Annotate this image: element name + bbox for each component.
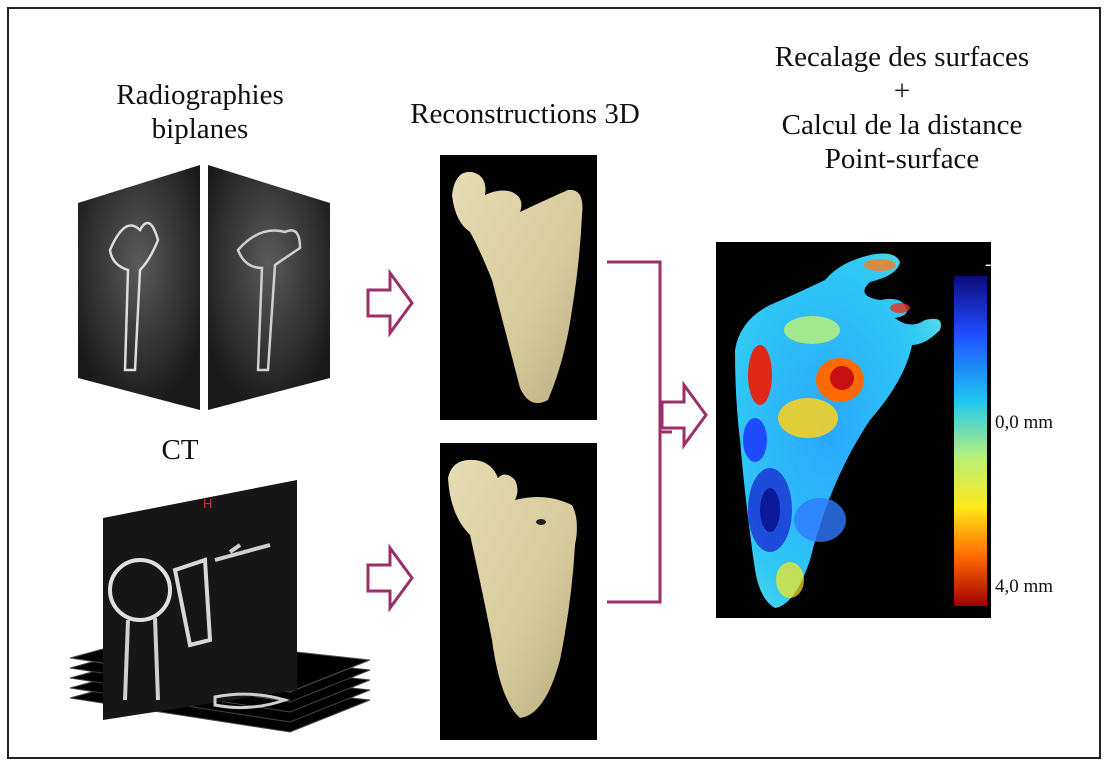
label-reconstructions: Reconstructions 3D xyxy=(410,98,640,130)
recon-scapula-top xyxy=(452,171,583,404)
ct-stack: H xyxy=(69,480,371,733)
label-ct: CT xyxy=(161,434,199,466)
recon-scapula-bottom xyxy=(448,459,577,718)
label-point-surface: Point-surface xyxy=(824,143,980,175)
ct-humeral-head xyxy=(108,558,172,622)
radiograph-right-bone xyxy=(236,229,302,372)
figure-frame xyxy=(7,7,1101,759)
colorbar-mid-label: 0,0 mm xyxy=(995,412,1054,433)
radiograph-right-panel xyxy=(208,165,330,410)
label-recalage: Recalage des surfaces xyxy=(774,41,1030,73)
ct-marker: H xyxy=(203,496,212,511)
radiograph-left-bone xyxy=(108,221,160,372)
biplane-radiographs xyxy=(78,165,330,410)
colorbar xyxy=(954,276,987,606)
label-biplanes: biplanes xyxy=(151,113,249,145)
label-radiographies: Radiographies xyxy=(116,79,284,111)
colorbar-bottom-label: 4,0 mm xyxy=(995,576,1054,597)
colorbar-top-label: -4,0 mm xyxy=(985,254,1050,275)
arrow-ct-to-recon xyxy=(366,543,414,613)
ct-slice-vertical xyxy=(103,480,297,720)
arrow-recon-to-heatmap xyxy=(660,380,708,450)
label-calcul: Calcul de la distance xyxy=(781,109,1023,141)
label-plus: + xyxy=(893,75,911,107)
bracket-connector xyxy=(607,260,672,604)
arrow-radiographs-to-recon xyxy=(366,268,414,338)
